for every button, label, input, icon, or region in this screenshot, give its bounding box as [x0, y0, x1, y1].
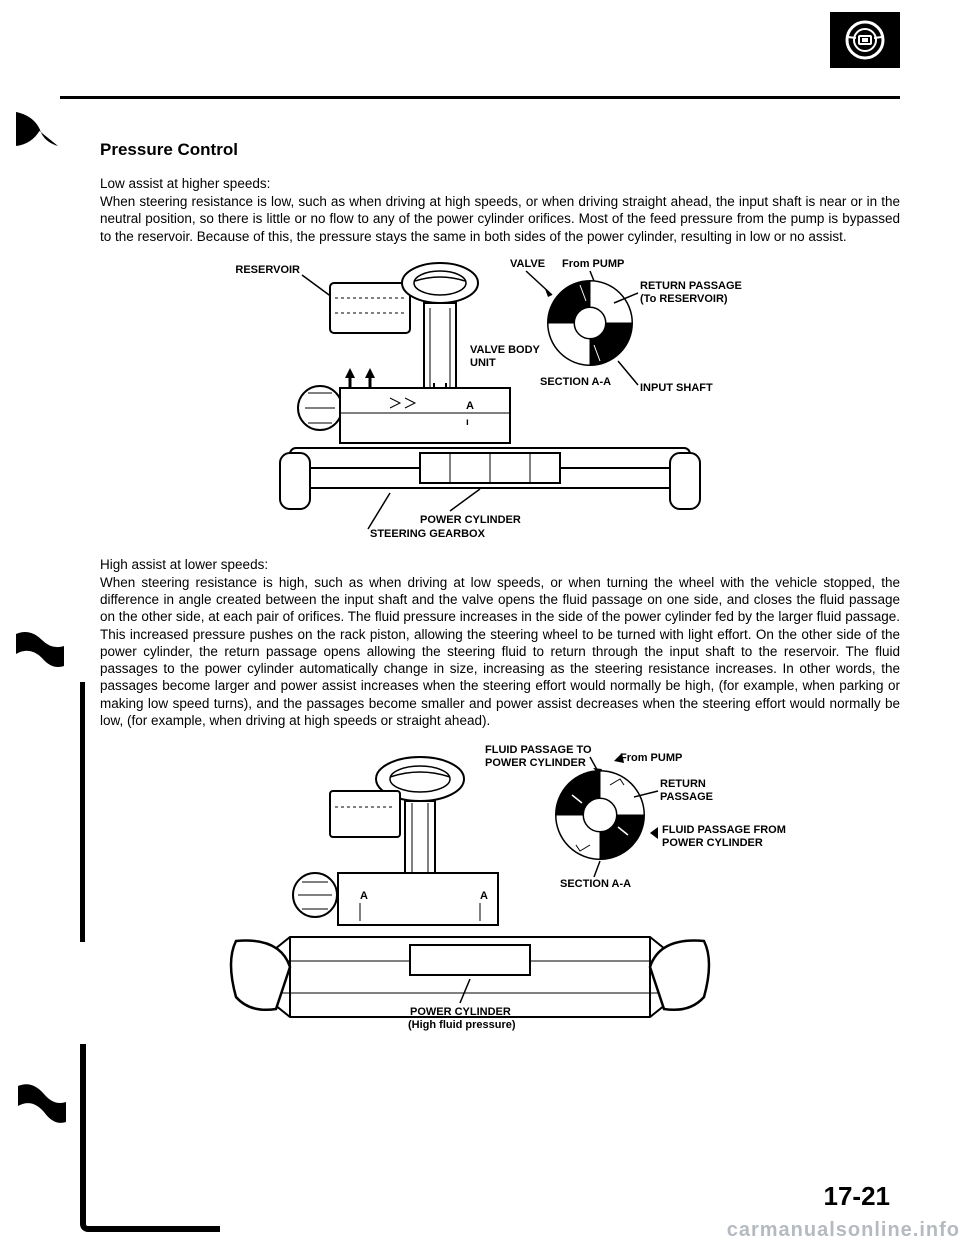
label-section2: SECTION A-A [560, 878, 631, 890]
margin-bar-mid [80, 682, 85, 942]
low-assist-body: When steering resistance is low, such as… [100, 193, 900, 245]
margin-marker-mid [14, 626, 70, 683]
label-valve-body: VALVE BODY [470, 344, 541, 356]
section-title: Pressure Control [100, 140, 900, 160]
label-reservoir: RESERVOIR [235, 264, 300, 276]
label-power-cylinder: POWER CYLINDER [420, 514, 521, 526]
margin-marker-top [14, 110, 60, 157]
label-steering-gearbox: STEERING GEARBOX [370, 528, 486, 540]
low-assist-heading: Low assist at higher speeds: [100, 176, 900, 191]
label-passage2: PASSAGE [660, 791, 713, 803]
label-return2: RETURN [660, 778, 706, 790]
label-pc-bottom: POWER CYLINDER [410, 1006, 511, 1018]
svg-text:A: A [466, 400, 474, 412]
watermark: carmanualsonline.info [727, 1219, 960, 1242]
label-high-pressure: (High fluid pressure) [408, 1019, 516, 1031]
label-pc-top: POWER CYLINDER [485, 757, 586, 769]
svg-text:A: A [360, 890, 368, 902]
high-assist-body: When steering resistance is high, such a… [100, 574, 900, 729]
label-valve: VALVE [510, 258, 545, 270]
label-return-passage: RETURN PASSAGE [640, 280, 742, 292]
header-rule [60, 96, 900, 99]
diagram-low-assist: RESERVOIR VALVE From PUMP R [190, 253, 810, 543]
label-from-pump: From PUMP [562, 258, 624, 270]
label-from-pump2: From PUMP [620, 752, 682, 764]
page-number: 17-21 [824, 1181, 891, 1212]
label-unit: UNIT [470, 357, 496, 369]
label-pc-from: POWER CYLINDER [662, 837, 763, 849]
steering-wheel-icon [840, 19, 890, 61]
label-section: SECTION A-A [540, 376, 611, 388]
svg-text:A: A [480, 890, 488, 902]
label-to-reservoir: (To RESERVOIR) [640, 293, 728, 305]
label-fluid-from: FLUID PASSAGE FROM [662, 824, 786, 836]
margin-hook [80, 1222, 220, 1232]
page: Pressure Control Low assist at higher sp… [0, 0, 960, 1242]
header-icon-box [830, 12, 900, 68]
margin-bar-bottom [80, 1044, 86, 1224]
label-input-shaft: INPUT SHAFT [640, 382, 713, 394]
label-fluid-to: FLUID PASSAGE TO [485, 744, 592, 756]
high-assist-heading: High assist at lower speeds: [100, 557, 900, 572]
svg-text:ı: ı [466, 417, 469, 428]
diagram-high-assist: FLUID PASSAGE TO POWER CYLINDER From PUM… [180, 737, 820, 1037]
margin-marker-bot [14, 1080, 70, 1137]
